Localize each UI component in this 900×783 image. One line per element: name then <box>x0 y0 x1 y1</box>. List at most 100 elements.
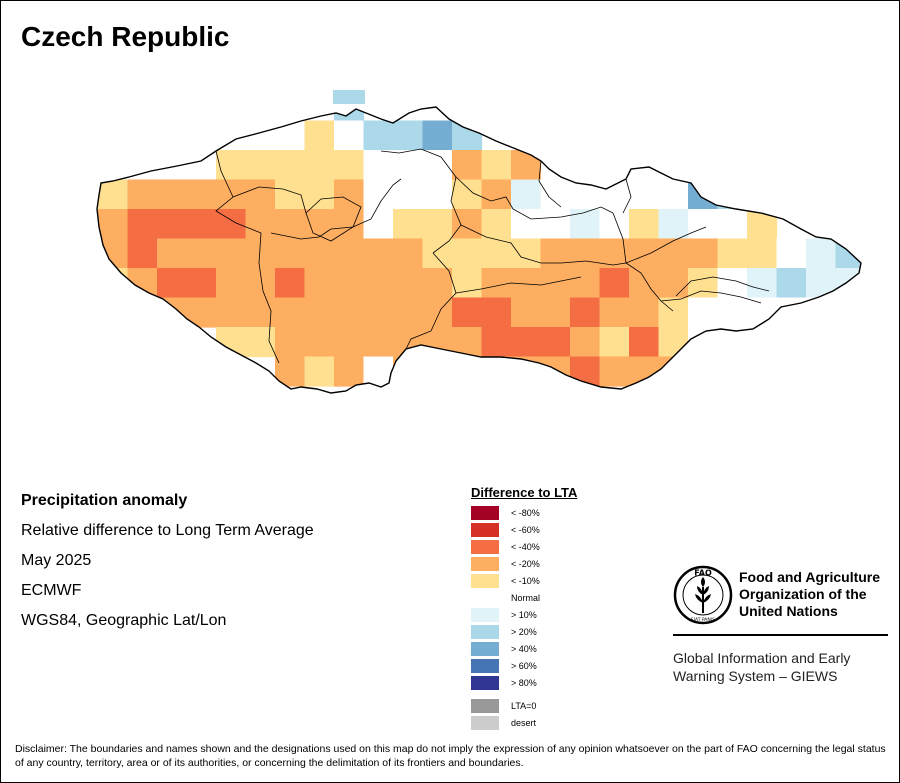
anomaly-cell <box>688 209 719 240</box>
anomaly-cell <box>393 297 424 328</box>
anomaly-cell <box>363 327 394 358</box>
anomaly-cell <box>688 238 719 269</box>
anomaly-cell <box>452 238 483 269</box>
anomaly-cell <box>452 268 483 299</box>
anomaly-cell <box>599 268 630 299</box>
anomaly-cell <box>511 150 542 181</box>
svg-text:FIAT PANIS: FIAT PANIS <box>691 617 715 623</box>
legend-item: < -80% <box>471 504 651 521</box>
anomaly-cell <box>452 120 483 151</box>
anomaly-cell <box>629 386 660 393</box>
legend-item: LTA=0 <box>471 697 651 714</box>
region-boundary <box>305 196 362 242</box>
anomaly-cell <box>688 297 719 328</box>
anomaly-cell <box>333 90 365 104</box>
anomaly-cell <box>570 386 601 393</box>
anomaly-cell <box>245 150 276 181</box>
anomaly-cell <box>422 327 453 358</box>
anomaly-cell <box>334 238 365 269</box>
anomaly-cell <box>127 179 158 210</box>
anomaly-cell <box>393 268 424 299</box>
region-boundaries <box>215 148 770 364</box>
legend-swatch <box>471 590 499 605</box>
legend-swatch <box>471 607 499 622</box>
anomaly-cell <box>452 209 483 240</box>
anomaly-cell <box>393 238 424 269</box>
legend-item: > 80% <box>471 674 651 691</box>
legend-label: > 40% <box>511 643 537 654</box>
legend-swatch <box>471 573 499 588</box>
anomaly-cell <box>334 150 365 181</box>
anomaly-cell <box>570 327 601 358</box>
anomaly-cell <box>658 327 689 358</box>
legend-swatch <box>471 522 499 537</box>
anomaly-cell <box>334 120 365 151</box>
legend-swatch <box>471 715 499 730</box>
region-boundary <box>538 160 562 208</box>
anomaly-cell <box>304 120 335 151</box>
anomaly-cell <box>422 150 453 181</box>
anomaly-cell <box>835 327 861 358</box>
anomaly-cell <box>393 209 424 240</box>
giews-line: Warning System – GIEWS <box>673 668 838 684</box>
svg-text:FAO: FAO <box>694 569 712 578</box>
anomaly-cell <box>186 209 217 240</box>
anomaly-cell <box>511 327 542 358</box>
map-info: Precipitation anomaly Relative differenc… <box>21 490 314 640</box>
anomaly-cell <box>275 297 306 328</box>
fao-name-line: Food and Agriculture <box>739 569 881 585</box>
info-period: May 2025 <box>21 552 92 569</box>
anomaly-cell <box>275 150 306 181</box>
legend-item: < -40% <box>471 538 651 555</box>
legend-item: > 40% <box>471 640 651 657</box>
anomaly-cell <box>540 327 571 358</box>
region-boundary <box>405 252 457 350</box>
anomaly-cell <box>422 356 453 387</box>
anomaly-cell <box>570 297 601 328</box>
region-boundary <box>622 178 632 214</box>
anomaly-cell <box>717 209 748 240</box>
legend-label: desert <box>511 717 537 728</box>
legend-swatch <box>471 641 499 656</box>
legend-swatch <box>471 624 499 639</box>
anomaly-cell <box>186 179 217 210</box>
anomaly-cell <box>835 268 861 299</box>
anomaly-cell <box>422 209 453 240</box>
legend-label: < -10% <box>511 575 540 586</box>
anomaly-cell <box>776 238 807 269</box>
anomaly-cell <box>717 179 748 210</box>
anomaly-cell <box>157 297 188 328</box>
info-subtitle: Relative difference to Long Term Average <box>21 522 314 539</box>
anomaly-cell <box>157 179 188 210</box>
giews-line: Global Information and Early <box>673 650 851 666</box>
anomaly-cell <box>658 356 689 387</box>
legend-swatch <box>471 505 499 520</box>
anomaly-cell <box>747 268 778 299</box>
anomaly-cell <box>186 238 217 269</box>
legend-label: > 80% <box>511 677 537 688</box>
anomaly-cell <box>481 356 512 387</box>
anomaly-cell <box>540 209 571 240</box>
anomaly-cell <box>275 268 306 299</box>
anomaly-cell <box>422 268 453 299</box>
legend-swatch <box>471 675 499 690</box>
anomaly-cell <box>688 327 719 358</box>
anomaly-cell <box>245 179 276 210</box>
anomaly-cell <box>570 209 601 240</box>
anomaly-cell <box>452 179 483 210</box>
anomaly-cell <box>717 297 748 328</box>
anomaly-cell <box>540 179 571 210</box>
legend-swatch <box>471 556 499 571</box>
giews-name: Global Information and Early Warning Sys… <box>673 649 850 685</box>
anomaly-cell <box>481 238 512 269</box>
anomaly-cell <box>806 327 837 358</box>
anomaly-cell <box>599 209 630 240</box>
anomaly-cell <box>452 356 483 387</box>
anomaly-cell <box>363 238 394 269</box>
anomaly-cell <box>304 179 335 210</box>
legend-title: Difference to LTA <box>471 485 578 500</box>
legend-label: < -40% <box>511 541 540 552</box>
anomaly-cell <box>422 179 453 210</box>
anomaly-cell <box>540 297 571 328</box>
